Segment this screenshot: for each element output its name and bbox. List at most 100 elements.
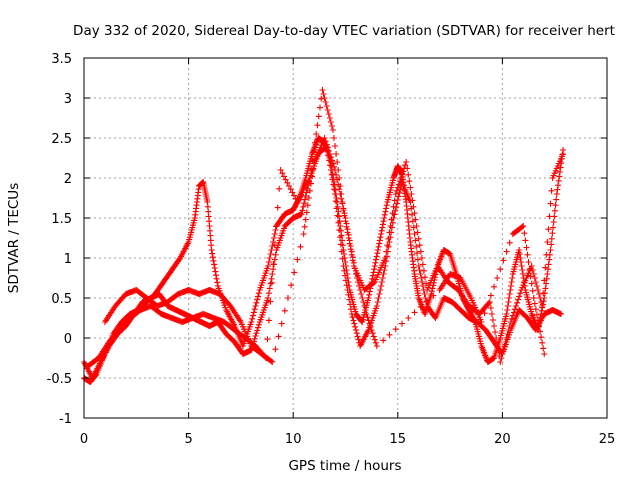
data-point-track-a bbox=[250, 309, 257, 316]
data-point-track-b bbox=[342, 277, 349, 284]
data-point-track-d bbox=[319, 87, 326, 93]
data-point-track-d bbox=[336, 175, 343, 181]
data-point-track-d bbox=[415, 235, 422, 242]
data-point-track-b bbox=[333, 205, 340, 212]
y-tick-label: 2 bbox=[64, 172, 72, 187]
data-point-track-c bbox=[530, 295, 537, 301]
data-point-track-a bbox=[552, 202, 559, 209]
data-point-track-a bbox=[508, 279, 515, 285]
data-point-track-b bbox=[299, 207, 306, 214]
x-axis-label: GPS time / hours bbox=[288, 458, 401, 474]
data-point-track-a bbox=[507, 287, 514, 293]
data-point-track-a bbox=[371, 266, 378, 273]
data-point-track-c bbox=[497, 266, 504, 273]
data-point-track-d bbox=[335, 167, 342, 173]
data-point-track-c bbox=[386, 331, 393, 338]
data-point-track-a bbox=[556, 169, 563, 175]
data-point-track-d bbox=[405, 171, 412, 178]
data-point-track-c bbox=[380, 337, 387, 344]
x-tick-label: 15 bbox=[390, 432, 407, 447]
data-point-track-c bbox=[360, 299, 367, 305]
data-point-track-d bbox=[273, 223, 280, 230]
data-point-track-c bbox=[478, 319, 485, 325]
data-point-track-d bbox=[540, 290, 547, 297]
data-point-track-a bbox=[251, 306, 258, 313]
data-point-track-a bbox=[518, 259, 525, 265]
data-point-track-a bbox=[381, 211, 388, 218]
data-point-track-a bbox=[252, 303, 259, 309]
data-point-track-b bbox=[332, 198, 339, 205]
data-point-track-d bbox=[414, 229, 421, 236]
data-point-track-c bbox=[304, 202, 311, 209]
data-point-track-a bbox=[374, 247, 381, 253]
data-point-track-b bbox=[411, 231, 418, 237]
data-point-track-d bbox=[423, 280, 430, 287]
y-tick-label: 3 bbox=[64, 92, 72, 107]
data-point-track-a bbox=[549, 230, 556, 237]
data-point-track-a bbox=[375, 243, 382, 250]
data-point-track-d bbox=[504, 331, 511, 337]
data-point-track-a bbox=[265, 263, 272, 269]
data-point-track-d bbox=[411, 210, 418, 217]
data-point-track-d bbox=[546, 213, 553, 220]
data-point-track-b bbox=[267, 280, 274, 287]
data-point-track-d bbox=[280, 173, 287, 180]
data-point-track-c bbox=[519, 223, 526, 230]
data-point-track-d bbox=[517, 290, 524, 297]
data-point-track-c bbox=[506, 239, 513, 246]
data-point-track-d bbox=[491, 323, 498, 329]
data-point-track-d bbox=[347, 246, 354, 253]
data-point-track-d bbox=[505, 327, 512, 333]
data-point-track-d bbox=[391, 197, 398, 204]
data-point-track-d bbox=[289, 189, 296, 196]
data-point-track-c bbox=[368, 327, 375, 333]
data-point-track-b bbox=[389, 219, 396, 226]
data-point-track-d bbox=[406, 178, 413, 185]
data-point-track-c bbox=[364, 314, 371, 321]
data-point-track-b bbox=[337, 241, 344, 248]
data-point-track-d bbox=[346, 240, 353, 247]
data-point-track-d bbox=[501, 343, 508, 349]
data-point-track-d bbox=[495, 347, 502, 353]
data-point-track-a bbox=[376, 237, 383, 244]
data-point-track-b bbox=[253, 330, 260, 337]
data-point-track-c bbox=[301, 223, 308, 230]
data-point-track-b bbox=[269, 271, 276, 277]
data-point-track-b bbox=[331, 186, 338, 193]
data-point-track-c bbox=[538, 334, 545, 341]
data-point-track-c bbox=[328, 157, 335, 164]
data-point-track-d bbox=[419, 261, 426, 268]
data-point-track-b bbox=[347, 306, 354, 313]
data-point-track-c bbox=[358, 291, 365, 297]
data-point-track-a bbox=[550, 219, 557, 225]
data-point-track-a bbox=[213, 275, 220, 282]
data-point-track-a bbox=[429, 285, 436, 292]
data-point-track-d bbox=[348, 251, 355, 258]
data-point-track-b bbox=[336, 227, 343, 233]
data-point-track-b bbox=[414, 256, 421, 263]
data-point-track-c bbox=[306, 187, 313, 194]
data-point-track-b bbox=[341, 267, 348, 274]
data-point-track-b bbox=[382, 263, 389, 269]
y-tick-label: 3.5 bbox=[51, 52, 72, 67]
data-point-track-c bbox=[430, 292, 437, 299]
data-point-track-a bbox=[516, 247, 523, 253]
data-point-track-a bbox=[518, 263, 525, 269]
data-point-track-a bbox=[249, 315, 256, 322]
data-point-track-d bbox=[345, 235, 352, 241]
data-point-track-d bbox=[389, 210, 396, 217]
data-point-track-d bbox=[486, 299, 493, 305]
data-point-track-b bbox=[375, 295, 382, 301]
data-point-track-a bbox=[519, 271, 526, 277]
data-point-track-d bbox=[500, 347, 507, 353]
data-point-track-d bbox=[276, 185, 283, 192]
data-point-track-d bbox=[541, 277, 548, 284]
data-point-track-a bbox=[504, 303, 511, 309]
data-point-track-a bbox=[553, 196, 560, 203]
data-point-track-a bbox=[506, 295, 513, 301]
data-point-track-b bbox=[332, 191, 339, 197]
data-point-track-c bbox=[284, 295, 291, 301]
data-point-track-d bbox=[418, 255, 425, 261]
data-point-track-c bbox=[307, 180, 314, 187]
data-point-track-d bbox=[264, 336, 271, 343]
